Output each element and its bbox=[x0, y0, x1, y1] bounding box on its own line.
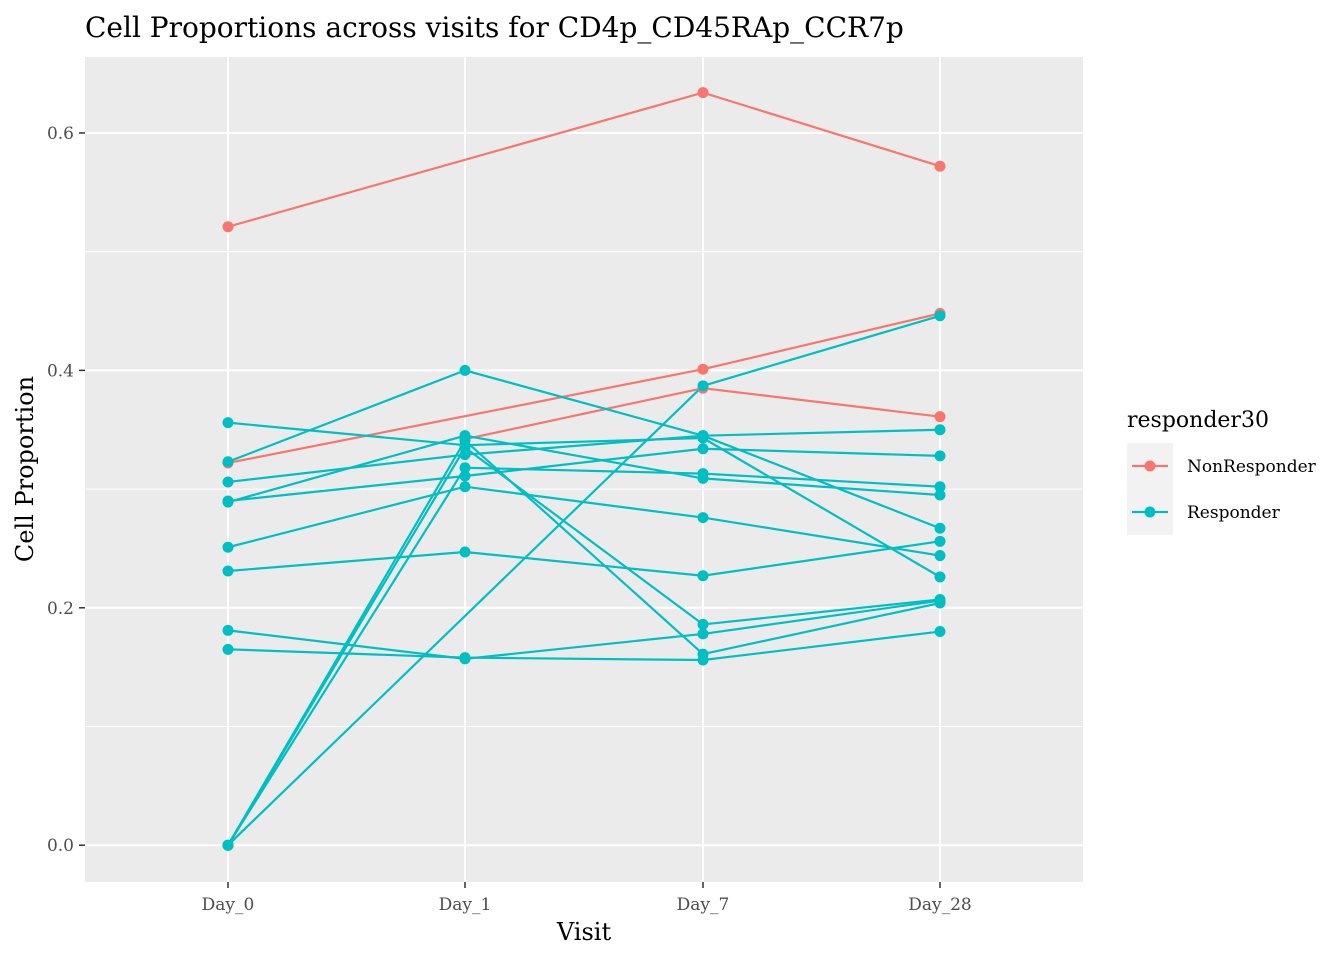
legend: responder30 NonResponder Responder bbox=[1127, 408, 1317, 535]
legend-marker bbox=[1144, 506, 1156, 518]
data-point bbox=[222, 476, 234, 488]
data-point bbox=[934, 450, 946, 462]
x-axis: Day_0 Day_1 Day_7 Day_28 bbox=[202, 882, 972, 915]
data-point bbox=[697, 618, 709, 630]
data-point bbox=[459, 364, 471, 376]
data-point bbox=[934, 481, 946, 493]
data-point bbox=[934, 626, 946, 638]
x-axis-title: Visit bbox=[556, 918, 612, 946]
data-point bbox=[934, 489, 946, 501]
data-point bbox=[934, 424, 946, 436]
series-line bbox=[227, 540, 941, 577]
minor-gridlines bbox=[85, 251, 1083, 727]
y-tick-label: 0.2 bbox=[47, 599, 74, 619]
series-line bbox=[227, 434, 941, 504]
data-point bbox=[934, 550, 946, 562]
data-point bbox=[459, 462, 471, 474]
data-point bbox=[459, 470, 471, 482]
data-point bbox=[697, 430, 709, 442]
series-line bbox=[227, 421, 941, 578]
data-point bbox=[697, 380, 709, 392]
series-line bbox=[227, 447, 941, 503]
data-point bbox=[222, 565, 234, 577]
data-point bbox=[934, 411, 946, 423]
data-point bbox=[222, 221, 234, 233]
legend-label: Responder bbox=[1187, 503, 1281, 523]
data-point bbox=[222, 839, 234, 851]
data-point bbox=[934, 571, 946, 583]
series-line bbox=[227, 445, 941, 846]
data-point bbox=[697, 570, 709, 582]
x-tick-label: Day_28 bbox=[908, 895, 972, 915]
x-tick-label: Day_0 bbox=[202, 895, 255, 915]
data-point bbox=[222, 496, 234, 508]
data-point bbox=[697, 648, 709, 660]
y-tick-label: 0.4 bbox=[47, 361, 74, 381]
plot-panel bbox=[85, 57, 1083, 882]
y-tick-label: 0.0 bbox=[47, 836, 74, 856]
data-point bbox=[222, 541, 234, 553]
chart-title: Cell Proportions across visits for CD4p_… bbox=[85, 11, 904, 44]
data-point bbox=[222, 456, 234, 468]
data-point bbox=[697, 468, 709, 480]
data-point bbox=[934, 160, 946, 172]
series-line bbox=[227, 466, 941, 846]
data-point bbox=[934, 593, 946, 605]
data-point bbox=[222, 624, 234, 636]
data-point bbox=[697, 443, 709, 455]
data-point bbox=[459, 481, 471, 493]
data-point bbox=[222, 643, 234, 655]
data-point bbox=[459, 652, 471, 664]
x-tick-label: Day_7 bbox=[677, 895, 730, 915]
data-point bbox=[934, 535, 946, 547]
series-line bbox=[227, 630, 941, 662]
legend-label: NonResponder bbox=[1187, 457, 1317, 477]
legend-title: responder30 bbox=[1127, 408, 1269, 433]
y-tick-label: 0.6 bbox=[47, 124, 74, 144]
data-point bbox=[697, 87, 709, 99]
data-point bbox=[934, 310, 946, 322]
y-axis: 0.0 0.2 0.4 0.6 bbox=[47, 124, 85, 856]
data-point bbox=[459, 546, 471, 558]
data-point bbox=[697, 512, 709, 524]
x-tick-label: Day_1 bbox=[439, 895, 492, 915]
data-point bbox=[459, 442, 471, 454]
legend-marker bbox=[1144, 460, 1156, 472]
series-points bbox=[222, 87, 946, 851]
y-axis-title: Cell Proportion bbox=[11, 376, 39, 562]
data-point bbox=[697, 363, 709, 375]
data-point bbox=[697, 628, 709, 640]
data-point bbox=[934, 522, 946, 534]
data-point bbox=[222, 417, 234, 429]
series-line bbox=[227, 438, 941, 846]
series-line bbox=[227, 369, 941, 530]
